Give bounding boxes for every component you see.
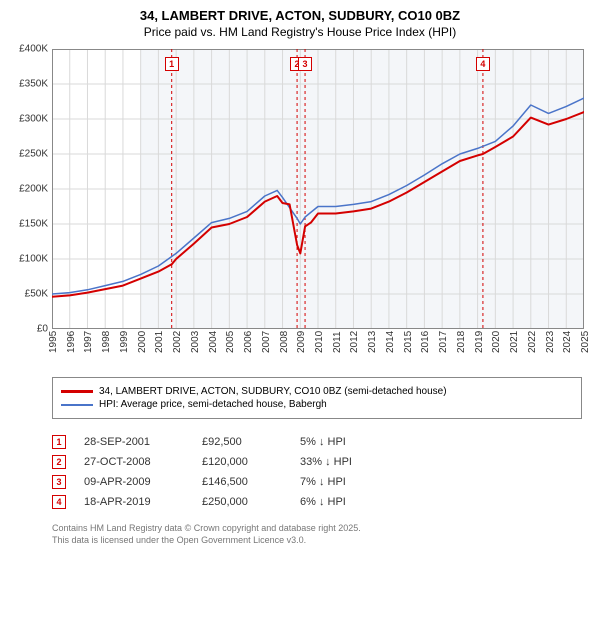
- x-tick-label: 2014: [385, 331, 396, 353]
- x-tick-label: 2004: [208, 331, 219, 353]
- x-tick-label: 2006: [243, 331, 254, 353]
- sale-price: £120,000: [202, 456, 282, 468]
- y-tick-label: £150K: [19, 219, 48, 230]
- legend-label: 34, LAMBERT DRIVE, ACTON, SUDBURY, CO10 …: [99, 386, 447, 397]
- chart-container: 34, LAMBERT DRIVE, ACTON, SUDBURY, CO10 …: [0, 0, 600, 620]
- sale-pct: 7% ↓ HPI: [300, 476, 410, 488]
- x-tick-label: 2025: [580, 331, 591, 353]
- sale-date: 09-APR-2009: [84, 476, 184, 488]
- y-tick-label: £50K: [25, 289, 48, 300]
- title-address: 34, LAMBERT DRIVE, ACTON, SUDBURY, CO10 …: [10, 8, 590, 23]
- sale-price: £146,500: [202, 476, 282, 488]
- x-tick-label: 2010: [314, 331, 325, 353]
- sale-date: 18-APR-2019: [84, 496, 184, 508]
- x-axis-labels: 1995199619971998199920002001200220032004…: [52, 331, 584, 371]
- plot: 1234: [52, 49, 584, 329]
- x-tick-label: 2001: [154, 331, 165, 353]
- x-tick-label: 2017: [438, 331, 449, 353]
- x-tick-label: 2000: [137, 331, 148, 353]
- attribution-line: Contains HM Land Registry data © Crown c…: [52, 523, 590, 535]
- sales-row: 4 18-APR-2019 £250,000 6% ↓ HPI: [52, 495, 590, 509]
- sale-marker-3: 3: [298, 57, 312, 71]
- x-tick-label: 1999: [119, 331, 130, 353]
- sales-row: 2 27-OCT-2008 £120,000 33% ↓ HPI: [52, 455, 590, 469]
- x-tick-label: 2012: [349, 331, 360, 353]
- x-tick-label: 2005: [225, 331, 236, 353]
- sales-table: 1 28-SEP-2001 £92,500 5% ↓ HPI 2 27-OCT-…: [52, 429, 590, 515]
- x-tick-label: 2013: [367, 331, 378, 353]
- sale-date: 27-OCT-2008: [84, 456, 184, 468]
- sale-pct: 33% ↓ HPI: [300, 456, 410, 468]
- sale-price: £250,000: [202, 496, 282, 508]
- x-tick-label: 2015: [403, 331, 414, 353]
- x-tick-label: 2021: [509, 331, 520, 353]
- y-tick-label: £250K: [19, 149, 48, 160]
- y-tick-label: £400K: [19, 44, 48, 55]
- title-block: 34, LAMBERT DRIVE, ACTON, SUDBURY, CO10 …: [10, 8, 590, 39]
- legend: 34, LAMBERT DRIVE, ACTON, SUDBURY, CO10 …: [52, 377, 582, 419]
- x-tick-label: 2024: [562, 331, 573, 353]
- x-tick-label: 1998: [101, 331, 112, 353]
- sales-row: 1 28-SEP-2001 £92,500 5% ↓ HPI: [52, 435, 590, 449]
- y-tick-label: £100K: [19, 254, 48, 265]
- x-tick-label: 1997: [83, 331, 94, 353]
- sale-pct: 5% ↓ HPI: [300, 436, 410, 448]
- sale-marker-4: 4: [476, 57, 490, 71]
- sale-pct: 6% ↓ HPI: [300, 496, 410, 508]
- sale-marker-1: 1: [165, 57, 179, 71]
- sale-marker: 4: [52, 495, 66, 509]
- sale-date: 28-SEP-2001: [84, 436, 184, 448]
- y-tick-label: £0: [37, 324, 48, 335]
- attribution: Contains HM Land Registry data © Crown c…: [52, 523, 590, 546]
- legend-label: HPI: Average price, semi-detached house,…: [99, 399, 327, 410]
- x-tick-label: 2007: [261, 331, 272, 353]
- sale-marker: 1: [52, 435, 66, 449]
- chart-area: £0 £50K £100K £150K £200K £250K £300K £350K £400…: [10, 45, 590, 371]
- legend-row: HPI: Average price, semi-detached house,…: [61, 399, 573, 410]
- x-tick-label: 2020: [491, 331, 502, 353]
- legend-row: 34, LAMBERT DRIVE, ACTON, SUDBURY, CO10 …: [61, 386, 573, 397]
- sales-row: 3 09-APR-2009 £146,500 7% ↓ HPI: [52, 475, 590, 489]
- y-axis-labels: £0£50K£100K£150K£200K£250K£300K£350K£400…: [10, 49, 50, 329]
- x-tick-label: 2011: [332, 331, 343, 353]
- plot-svg: [52, 49, 584, 329]
- x-tick-label: 2008: [279, 331, 290, 353]
- x-tick-label: 2018: [456, 331, 467, 353]
- x-tick-label: 2016: [420, 331, 431, 353]
- y-tick-label: £350K: [19, 79, 48, 90]
- y-tick-label: £200K: [19, 184, 48, 195]
- x-tick-label: 2002: [172, 331, 183, 353]
- sale-price: £92,500: [202, 436, 282, 448]
- x-tick-label: 2009: [296, 331, 307, 353]
- sale-marker: 2: [52, 455, 66, 469]
- sale-marker: 3: [52, 475, 66, 489]
- x-tick-label: 2019: [474, 331, 485, 353]
- legend-swatch: [61, 404, 93, 406]
- attribution-line: This data is licensed under the Open Gov…: [52, 535, 590, 547]
- y-tick-label: £300K: [19, 114, 48, 125]
- x-tick-label: 2003: [190, 331, 201, 353]
- x-tick-label: 1996: [66, 331, 77, 353]
- x-tick-label: 2023: [545, 331, 556, 353]
- x-tick-label: 1995: [48, 331, 59, 353]
- legend-swatch: [61, 390, 93, 393]
- title-subtitle: Price paid vs. HM Land Registry's House …: [10, 25, 590, 39]
- x-tick-label: 2022: [527, 331, 538, 353]
